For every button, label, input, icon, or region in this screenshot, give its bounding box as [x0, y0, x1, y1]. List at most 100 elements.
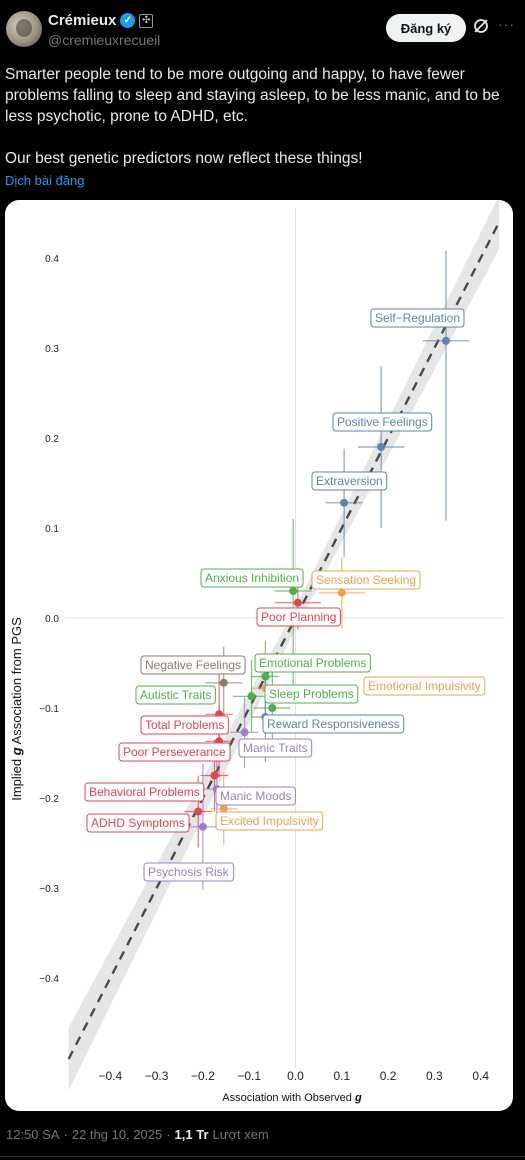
point-label: Excited Impulsivity — [215, 811, 324, 831]
point-label-text: ADHD Symptoms — [91, 816, 185, 830]
point-label: Manic Traits — [238, 738, 313, 758]
data-point — [261, 672, 270, 681]
y-tick-label: −0.4 — [39, 974, 59, 985]
point-label-box — [140, 655, 246, 675]
data-point — [441, 336, 450, 345]
point-label-text: Sensation Seeking — [316, 573, 416, 587]
point-label: Poor Planning — [256, 607, 341, 627]
y-tick-label: 0.1 — [45, 524, 59, 535]
point-label-text: Psychosis Risk — [148, 865, 230, 879]
post-date[interactable]: 22 thg 10, 2025 — [71, 1127, 163, 1142]
point-label-box — [140, 715, 229, 735]
point-label-box — [311, 471, 388, 491]
view-count: 1,1 Tr — [174, 1127, 209, 1142]
point-label-box — [200, 568, 304, 588]
point-label-box — [84, 782, 205, 802]
data-point — [289, 587, 298, 595]
y-tick-label: 0.0 — [45, 614, 59, 625]
data-point — [219, 678, 228, 687]
point-label-text: Negative Feelings — [145, 658, 241, 672]
data-point — [210, 771, 219, 780]
point-label-box — [215, 786, 296, 806]
point-label-box — [254, 653, 371, 673]
author-handle[interactable]: @cremieuxrecueil — [48, 32, 161, 48]
point-label-box — [215, 811, 324, 831]
point-label: Psychosis Risk — [143, 862, 235, 882]
point-label-text: Total Problems — [145, 718, 224, 732]
author-name-row: Crémieux ✓ ✣ — [48, 12, 154, 29]
x-axis-label-g: g — [354, 1092, 362, 1104]
post-meta: 12:50 SA · 22 thg 10, 2025 · 1,1 Tr Lượt… — [6, 1127, 269, 1142]
post-paragraph-1: Smarter people tend to be more outgoing … — [5, 66, 500, 125]
point-label-box — [256, 607, 341, 627]
point-label-box — [143, 862, 235, 882]
point-label-box — [264, 684, 359, 704]
point-label: Behavioral Problems — [84, 782, 205, 802]
data-point — [240, 728, 249, 737]
point-label-text: Sleep Problems — [269, 687, 354, 701]
x-tick-label: 0.2 — [380, 1069, 397, 1083]
point-label-box — [262, 714, 405, 734]
point-label-box — [118, 742, 231, 762]
author-name[interactable]: Crémieux — [48, 12, 117, 29]
point-label-text: Manic Traits — [243, 741, 308, 755]
affiliation-badge-icon[interactable]: ✣ — [139, 13, 154, 28]
y-tick-label: −0.3 — [39, 884, 59, 895]
data-point — [340, 498, 349, 507]
point-label-box — [135, 685, 216, 705]
data-point — [337, 588, 346, 597]
translate-post-link[interactable]: Dịch bài đăng — [5, 173, 85, 188]
y-axis-label: Implied g Association from PGS — [9, 617, 24, 801]
x-tick-label: 0.3 — [426, 1069, 443, 1083]
point-label: Manic Moods — [215, 786, 296, 806]
chart-image[interactable]: Self−Regulation Positive Feelings Extraver… — [5, 200, 513, 1111]
point-label: Emotional Impulsivity — [363, 676, 486, 696]
data-point — [219, 804, 228, 813]
x-tick-label: −0.3 — [145, 1069, 169, 1083]
point-label-box — [332, 412, 433, 432]
point-label-text: Behavioral Problems — [89, 785, 200, 799]
follow-button[interactable]: Đăng ký — [386, 14, 466, 42]
point-label: Extraversion — [311, 471, 388, 491]
point-labels: Self−Regulation Positive Feelings Extraver… — [84, 308, 486, 882]
point-label: Emotional Problems — [254, 653, 371, 673]
x-tick-label: −0.1 — [237, 1069, 261, 1083]
point-label-text: Excited Impulsivity — [220, 814, 319, 828]
reference-line — [67, 221, 501, 1060]
data-point — [293, 598, 302, 607]
x-tick-label: 0.0 — [287, 1069, 304, 1083]
grok-icon[interactable] — [472, 17, 490, 35]
point-label-text: Extraversion — [316, 474, 383, 488]
point-label-text: Poor Perseverance — [123, 745, 226, 759]
point-label: Self−Regulation — [370, 308, 465, 328]
point-label-text: Positive Feelings — [337, 415, 428, 429]
y-axis-label-g: g — [9, 747, 24, 756]
y-tick-label: 0.2 — [45, 434, 59, 445]
x-tick-label: 0.1 — [333, 1069, 350, 1083]
point-label-box — [86, 813, 190, 833]
post-time[interactable]: 12:50 SA — [6, 1127, 60, 1142]
point-label: Negative Feelings — [140, 655, 246, 675]
avatar[interactable] — [6, 11, 42, 47]
meta-separator: · — [63, 1127, 68, 1142]
point-label-text: Reward Responsiveness — [267, 717, 400, 731]
point-label-text: Autistic Traits — [140, 688, 211, 702]
x-tick-label: −0.2 — [191, 1069, 215, 1083]
x-axis-label-text: Association with Observed — [222, 1092, 355, 1104]
divider — [0, 1156, 525, 1157]
verified-badge-icon[interactable]: ✓ — [120, 13, 136, 28]
more-icon[interactable]: ··· — [498, 16, 515, 32]
point-label: Sensation Seeking — [311, 570, 421, 590]
view-count-label: Lượt xem — [212, 1127, 269, 1142]
y-tick-label: −0.2 — [39, 794, 59, 805]
point-label-box — [370, 308, 465, 328]
point-label: Autistic Traits — [135, 685, 216, 705]
point-label-text: Manic Moods — [220, 789, 291, 803]
point-label-text: Anxious Inhibition — [205, 571, 299, 585]
y-tick-label: −0.1 — [39, 704, 59, 715]
point-label: Positive Feelings — [332, 412, 433, 432]
x-axis-label: Association with Observed g — [222, 1092, 362, 1104]
point-label-text: Poor Planning — [261, 610, 336, 624]
confidence-band-area — [68, 200, 500, 1091]
y-axis-label-suffix: Association from PGS — [9, 617, 24, 747]
